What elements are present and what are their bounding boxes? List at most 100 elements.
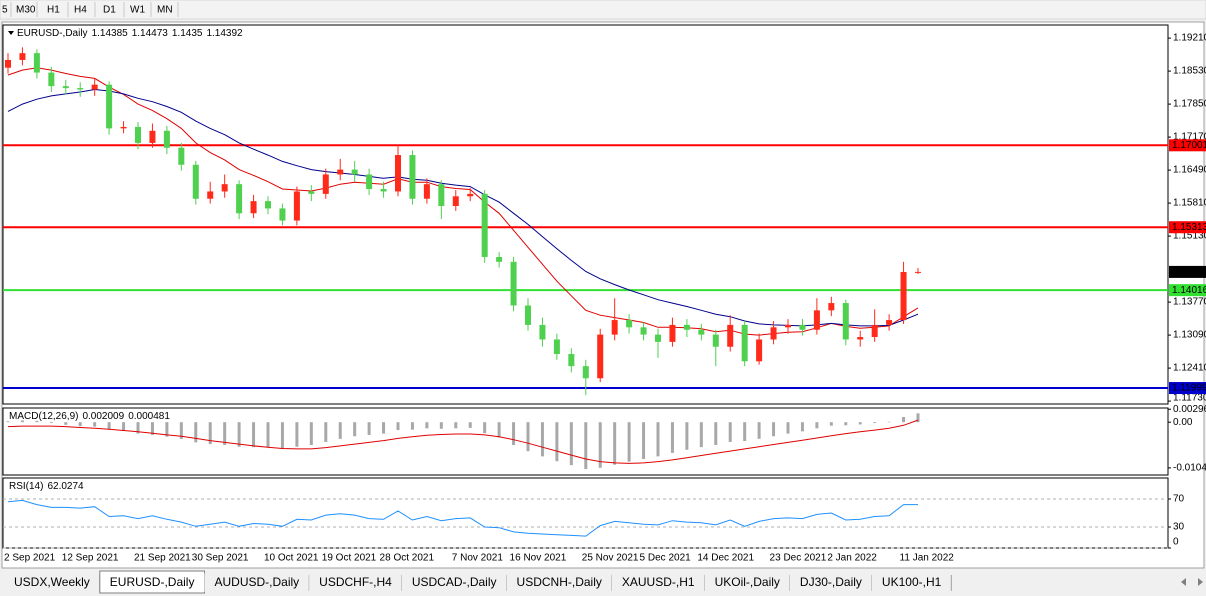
histogram-bar xyxy=(252,422,256,448)
tab-label[interactable]: UK100-,H1 xyxy=(882,575,942,589)
timeframe-button[interactable]: MN xyxy=(157,5,173,16)
candle-body xyxy=(178,147,185,165)
tab-label[interactable]: USDCHF-,H4 xyxy=(319,575,392,589)
candle-body xyxy=(467,193,474,197)
histogram-bar xyxy=(858,422,862,425)
histogram-bar xyxy=(353,422,357,437)
histogram-bar xyxy=(237,422,241,447)
histogram-bar xyxy=(584,422,588,470)
candle-body xyxy=(221,184,228,192)
histogram-bar xyxy=(266,422,270,448)
tab-label[interactable]: XAUUSD-,H1 xyxy=(622,575,695,589)
candle-body xyxy=(279,208,286,221)
tab-background[interactable] xyxy=(309,573,402,592)
candle-body xyxy=(423,184,430,199)
candle-body xyxy=(120,126,127,129)
tab-scroll-right[interactable] xyxy=(1198,578,1203,586)
candle-body xyxy=(626,320,633,328)
timeframe-button[interactable]: M30 xyxy=(16,5,36,16)
histogram-bar xyxy=(136,422,140,434)
tab-background[interactable] xyxy=(506,573,612,592)
x-tick-label: 14 Dec 2021 xyxy=(697,553,754,564)
timeframe-button[interactable]: W1 xyxy=(130,5,145,16)
candle-body xyxy=(33,53,40,73)
y-tick-label: 1.16490 xyxy=(1173,165,1206,176)
tab-label[interactable]: AUDUSD-,Daily xyxy=(214,575,299,589)
timeframe-button[interactable]: H4 xyxy=(74,5,87,16)
tab-background[interactable] xyxy=(704,573,790,592)
candle-body xyxy=(496,256,503,262)
tab-background[interactable] xyxy=(204,573,310,592)
candle-body xyxy=(813,310,820,330)
tab-scroll-left[interactable] xyxy=(1181,578,1186,586)
current-price-label: 1.14392 xyxy=(1172,267,1206,278)
tab-label[interactable]: EURUSD-,Daily xyxy=(110,575,195,589)
tab-label[interactable]: USDCAD-,Daily xyxy=(412,575,497,589)
candle-body xyxy=(756,339,763,362)
y-tick-label: 1.13090 xyxy=(1173,330,1206,341)
histogram-bar xyxy=(309,422,313,445)
x-tick-label: 11 Jan 2022 xyxy=(900,553,955,564)
tab-background[interactable] xyxy=(871,573,952,592)
y-tick-label: 0 xyxy=(1173,537,1179,548)
histogram-bar xyxy=(6,421,10,423)
tab-label[interactable]: USDX,Weekly xyxy=(14,575,90,589)
tab-label[interactable]: DJ30-,Daily xyxy=(800,575,862,589)
histogram-bar xyxy=(497,422,501,438)
timeframe-button[interactable]: 5 xyxy=(2,5,8,16)
level-price-label: 1.15313 xyxy=(1172,222,1206,233)
histogram-bar xyxy=(540,422,544,457)
candle-body xyxy=(452,196,459,207)
histogram-bar xyxy=(728,422,732,442)
y-tick-label: 1.12410 xyxy=(1173,363,1206,374)
x-tick-label: 12 Sep 2021 xyxy=(62,553,119,564)
y-tick-label: 30 xyxy=(1173,522,1185,533)
histogram-bar xyxy=(873,422,877,424)
indicator-line xyxy=(7,499,918,537)
y-tick-label: 70 xyxy=(1173,494,1185,505)
candle-body xyxy=(857,337,864,340)
x-tick-label: 16 Nov 2021 xyxy=(510,553,567,564)
plots: 1.19210 1.18530 1.17850 1.17170 1.16490 1.158… xyxy=(2,24,1206,564)
level-price-box xyxy=(1169,221,1206,234)
candle-body xyxy=(149,130,156,143)
level-price-box xyxy=(1169,139,1206,152)
candle-body xyxy=(785,324,791,328)
candle-body xyxy=(48,72,55,87)
candle-body xyxy=(308,191,315,194)
candle-body xyxy=(842,303,849,340)
x-tick-label: 25 Nov 2021 xyxy=(582,553,639,564)
tab-background[interactable] xyxy=(789,573,872,592)
timeframe-button[interactable]: D1 xyxy=(103,5,116,16)
candle-body xyxy=(250,201,257,214)
tab-background[interactable] xyxy=(401,573,507,592)
candle-body xyxy=(322,174,329,194)
tab-background[interactable] xyxy=(611,573,705,592)
candle-body xyxy=(582,366,589,379)
panel-frame xyxy=(2,477,1169,549)
x-tick-label: 19 Oct 2021 xyxy=(322,553,377,564)
candle-body xyxy=(712,334,719,347)
y-tick-label: 1.17170 xyxy=(1173,132,1206,143)
x-tick-label: 21 Sep 2021 xyxy=(134,553,191,564)
panel-header: RSI(14) 62.0274 xyxy=(9,481,84,492)
candle-body xyxy=(192,164,199,199)
candle-body xyxy=(553,339,560,355)
candle-body xyxy=(62,86,69,89)
panel-frame xyxy=(2,24,1169,405)
histogram-bar xyxy=(800,422,804,432)
tab-label[interactable]: USDCNH-,Daily xyxy=(517,575,602,589)
candle-body xyxy=(5,59,11,68)
header-value: 1.14392 xyxy=(206,28,243,39)
histogram-bar xyxy=(150,422,154,435)
candle-body xyxy=(163,130,170,148)
level-price-label: 1.11999 xyxy=(1172,383,1206,394)
histogram-bar xyxy=(685,422,689,450)
timeframe-button[interactable]: H1 xyxy=(47,5,60,16)
tab-label[interactable]: UKOil-,Daily xyxy=(715,575,780,589)
header-title: EURUSD-,Daily xyxy=(17,28,88,39)
y-tick-label: 1.13770 xyxy=(1173,297,1206,308)
header-value: 0.002009 xyxy=(82,411,124,422)
tab-background[interactable] xyxy=(4,573,100,592)
histogram-bar xyxy=(512,422,516,445)
